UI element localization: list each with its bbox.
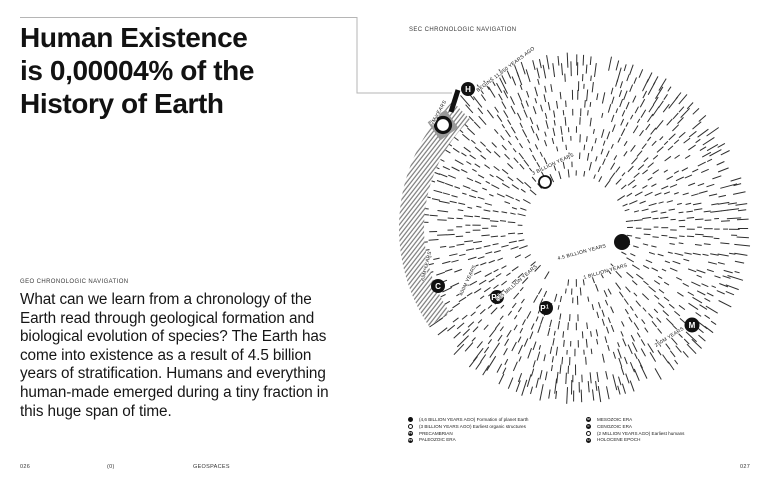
marker-earliest-humans — [433, 115, 453, 135]
intro-paragraph: What can we learn from a chronology of t… — [20, 291, 329, 420]
legend-row: P2 PALEOZOIC ERA — [408, 437, 528, 443]
legend-row: (3 BILLION YEARS AGO) Earliest organic s… — [408, 424, 528, 430]
legend-label: HOLOCENE EPOCH — [597, 437, 641, 443]
legend-marker-icon: H — [586, 437, 591, 443]
title-connector-line — [20, 17, 452, 94]
legend-row: C CENOZOIC ERA — [586, 424, 684, 430]
legend-row: (2 MILLION YEARS AGO) Earliest humans — [586, 431, 684, 437]
page-number-left: 026 — [20, 464, 31, 470]
legend-row: P1 PRECAMBRIAN — [408, 431, 528, 437]
legend-label: CENOZOIC ERA — [597, 423, 632, 429]
legend-label: (2 MILLION YEARS AGO) Earliest humans — [597, 430, 685, 436]
time-label-holocene-begin: BEGINS 11,650 YEARS AGO — [476, 46, 537, 94]
legend-label: MESOZOIC ERA — [597, 417, 633, 422]
section-label-right: SEC CHRONOLOGIC NAVIGATION — [409, 27, 517, 33]
present-day-bar — [448, 89, 461, 113]
legend-marker-icon — [408, 424, 413, 430]
legend-marker-icon — [586, 430, 591, 436]
hatch-sector — [398, 101, 471, 327]
legend-label: PRECAMBRIAN — [419, 430, 453, 436]
legend-column-left: (4,6 BILLION YEARS AGO) Formation of pla… — [408, 417, 528, 444]
legend-label: (4,6 BILLION YEARS AGO) Formation of pla… — [419, 417, 529, 422]
page-number-right: 027 — [740, 464, 751, 470]
footer-issue-mark: (0) — [107, 464, 115, 470]
section-label-left: GEO CHRONOLOGIC NAVIGATION — [20, 279, 129, 285]
marker-cenozoic-letter: C — [435, 282, 441, 291]
legend-marker-icon: C — [586, 424, 591, 430]
legend-row: H HOLOCENE EPOCH — [586, 437, 684, 443]
legend-row: (4,6 BILLION YEARS AGO) Formation of pla… — [408, 417, 528, 423]
legend-label: (3 BILLION YEARS AGO) Earliest organic s… — [419, 423, 526, 429]
legend-label: PALEOZOIC ERA — [419, 437, 456, 443]
marker-holocene-letter: H — [465, 85, 471, 94]
time-label-one-billion-years: 1 BILLION YEARS — [583, 263, 629, 281]
legend-marker-icon: P1 — [408, 430, 413, 436]
marker-cenozoic — [431, 279, 445, 293]
marker-organic-structures — [538, 175, 552, 189]
legend-marker-icon: M — [586, 417, 591, 423]
marker-precambrian-letter: P1 — [540, 304, 549, 313]
marker-earth-formation — [614, 234, 630, 250]
page-title: Human Existence is 0,00004% of the Histo… — [20, 22, 255, 119]
marker-holocene — [461, 82, 475, 96]
legend-marker-icon — [408, 417, 413, 423]
legend-column-right: M MESOZOIC ERA C CENOZOIC ERA (2 MILLION YEA… — [586, 417, 684, 444]
marker-paleozoic-letter: P2 — [491, 293, 500, 302]
marker-precambrian — [539, 301, 553, 315]
marker-mesozoic — [684, 317, 700, 333]
time-label-four-hundred-million-years: 400M YEARS — [458, 264, 478, 297]
legend-row: M MESOZOIC ERA — [586, 417, 684, 423]
marker-mesozoic-letter: M — [689, 321, 696, 330]
era-markers: H C P2 P1 M — [427, 82, 700, 333]
marker-paleozoic — [490, 290, 504, 304]
book-title: GEOSPACES — [193, 464, 230, 470]
legend-marker-icon: P2 — [408, 437, 413, 443]
time-label-five-forty-five-million-years: 545 MILLION YEARS — [495, 263, 539, 302]
time-label-four-five-billion-years: 4.5 BILLION YEARS — [557, 243, 607, 262]
